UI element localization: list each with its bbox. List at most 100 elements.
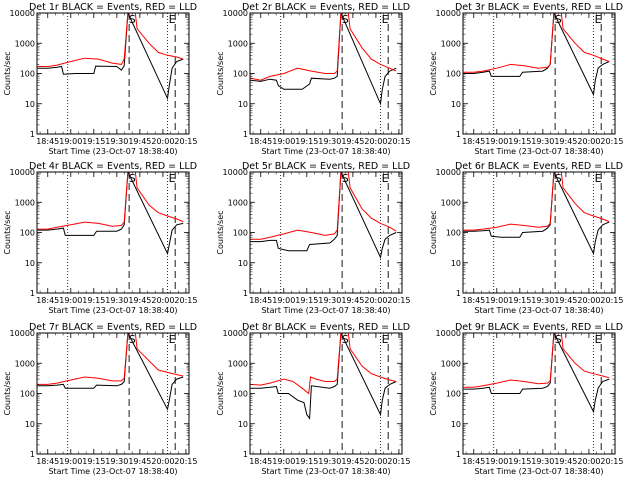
y-tick-label: 100 xyxy=(233,229,248,238)
x-tick-label: 19:00 xyxy=(272,457,295,466)
x-tick-label: 20:15 xyxy=(387,137,410,146)
plot-frame xyxy=(36,332,190,455)
y-tick-label: 10000 xyxy=(436,329,461,338)
panel-title: Det 5r BLACK = Events, RED = LLD xyxy=(242,161,410,172)
y-tick-label: 10000 xyxy=(10,168,35,177)
y-tick-label: 1 xyxy=(30,450,35,459)
events-series-line xyxy=(463,172,610,256)
y-tick-label: 1 xyxy=(456,450,461,459)
event-marker-label: S xyxy=(129,333,136,346)
y-tick-label: 1000 xyxy=(228,359,248,368)
y-tick-label: 1000 xyxy=(15,359,35,368)
x-tick-label: 20:00 xyxy=(364,137,387,146)
y-tick-label: 1000 xyxy=(15,198,35,207)
x-tick-label: 19:15 xyxy=(508,296,531,305)
x-tick-label: 20:15 xyxy=(387,296,410,305)
events-series-line xyxy=(250,13,397,106)
y-tick-label: 1 xyxy=(243,450,248,459)
x-tick-label: 18:45 xyxy=(462,457,485,466)
y-tick-label: 10000 xyxy=(10,9,35,18)
x-tick-label: 19:15 xyxy=(82,137,105,146)
x-tick-label: 19:45 xyxy=(554,296,577,305)
event-marker-label: E xyxy=(595,13,602,26)
x-axis-label: Start Time (23-Oct-07 18:38:40) xyxy=(48,467,177,476)
y-tick-label: 100 xyxy=(20,70,35,79)
x-tick-label: 20:00 xyxy=(577,137,600,146)
panel-title: Det 3r BLACK = Events, RED = LLD xyxy=(455,2,623,13)
lld-series-line xyxy=(37,333,184,385)
y-tick-label: 10 xyxy=(25,259,35,268)
plot-frame xyxy=(462,332,616,455)
x-axis-label: Start Time (23-Oct-07 18:38:40) xyxy=(261,147,390,156)
event-marker-label: S xyxy=(342,333,349,346)
events-series-line xyxy=(37,333,184,411)
x-tick-label: 19:00 xyxy=(485,296,508,305)
x-tick-label: 19:30 xyxy=(105,457,128,466)
panel-title: Det 2r BLACK = Events, RED = LLD xyxy=(242,2,410,13)
x-tick-label: 19:15 xyxy=(508,137,531,146)
x-tick-label: 19:15 xyxy=(295,457,318,466)
x-tick-label: 19:00 xyxy=(272,137,295,146)
y-tick-label: 100 xyxy=(20,390,35,399)
events-series-line xyxy=(463,13,610,97)
y-axis-label: Counts/sec xyxy=(3,210,12,254)
x-tick-label: 20:00 xyxy=(577,296,600,305)
event-marker-label: E xyxy=(169,13,176,26)
y-axis-label: Counts/sec xyxy=(429,210,438,254)
y-tick-label: 10 xyxy=(451,259,461,268)
y-axis-label: Counts/sec xyxy=(216,210,225,254)
x-tick-label: 19:30 xyxy=(531,137,554,146)
event-marker-label: E xyxy=(169,333,176,346)
panel-title: Det 1r BLACK = Events, RED = LLD xyxy=(29,2,197,13)
x-axis-label: Start Time (23-Oct-07 18:38:40) xyxy=(48,306,177,315)
x-tick-label: 20:15 xyxy=(174,137,197,146)
y-tick-label: 100 xyxy=(233,390,248,399)
event-marker-label: S xyxy=(342,172,349,185)
y-tick-label: 1000 xyxy=(441,359,461,368)
event-marker-label: S xyxy=(555,13,562,26)
y-tick-label: 1 xyxy=(456,289,461,298)
y-tick-label: 10000 xyxy=(436,9,461,18)
lld-series-line xyxy=(463,13,610,73)
lld-series-line xyxy=(250,13,397,81)
x-tick-label: 19:45 xyxy=(341,296,364,305)
y-tick-label: 10000 xyxy=(10,329,35,338)
events-series-line xyxy=(463,333,610,414)
y-tick-label: 100 xyxy=(446,70,461,79)
events-series-line xyxy=(250,172,397,260)
x-tick-label: 20:15 xyxy=(600,137,623,146)
y-tick-label: 1 xyxy=(30,289,35,298)
x-tick-label: 20:15 xyxy=(600,296,623,305)
x-tick-label: 18:45 xyxy=(462,296,485,305)
x-axis-label: Start Time (23-Oct-07 18:38:40) xyxy=(474,467,603,476)
y-tick-label: 1 xyxy=(243,130,248,139)
x-tick-label: 19:00 xyxy=(272,296,295,305)
x-axis-label: Start Time (23-Oct-07 18:38:40) xyxy=(474,306,603,315)
y-axis-label: Counts/sec xyxy=(3,51,12,95)
x-tick-label: 20:15 xyxy=(174,296,197,305)
x-axis-label: Start Time (23-Oct-07 18:38:40) xyxy=(261,467,390,476)
x-tick-label: 19:15 xyxy=(82,296,105,305)
y-tick-label: 10000 xyxy=(223,168,248,177)
y-tick-label: 1000 xyxy=(15,39,35,48)
x-tick-label: 19:15 xyxy=(508,457,531,466)
plot-frame xyxy=(462,171,616,294)
lld-series-line xyxy=(250,172,397,240)
plot-frame xyxy=(462,12,616,135)
y-axis-label: Counts/sec xyxy=(216,371,225,415)
panel-title: Det 8r BLACK = Events, RED = LLD xyxy=(242,322,410,333)
x-tick-label: 18:45 xyxy=(36,457,59,466)
y-tick-label: 10000 xyxy=(436,168,461,177)
y-tick-label: 10 xyxy=(238,100,248,109)
lld-series-line xyxy=(463,333,610,388)
event-marker-label: S xyxy=(129,13,136,26)
x-tick-label: 20:00 xyxy=(151,137,174,146)
event-marker-label: S xyxy=(129,172,136,185)
y-tick-label: 1000 xyxy=(228,198,248,207)
